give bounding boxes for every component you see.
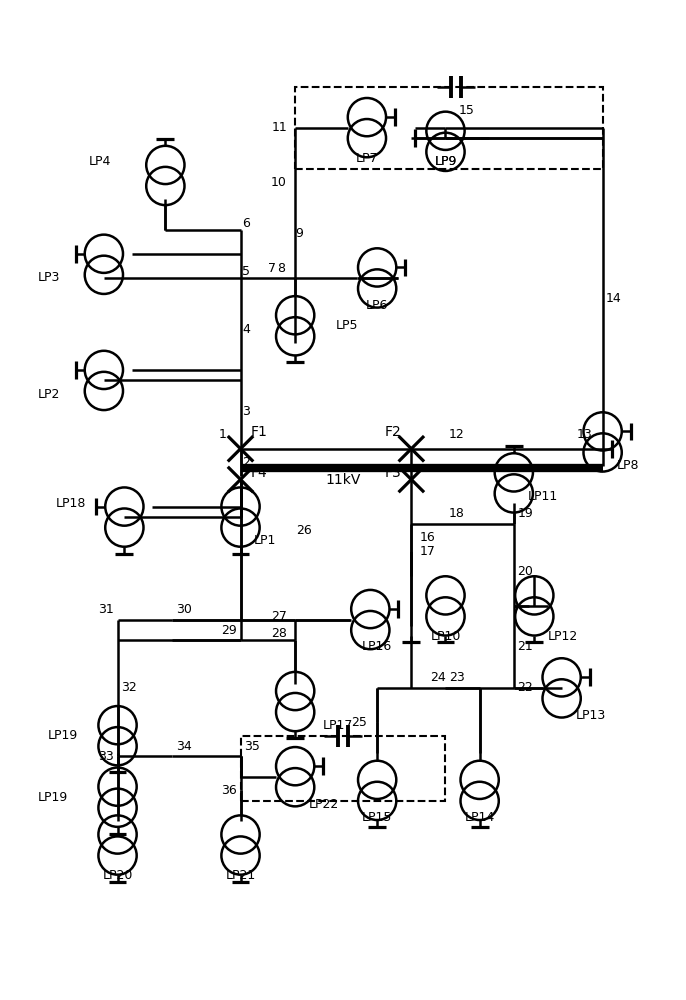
Text: 9: 9 [295,227,303,240]
Text: F2: F2 [384,425,401,439]
Text: F4: F4 [251,466,268,480]
Text: 31: 31 [98,603,114,616]
Text: LP17: LP17 [322,719,353,732]
Text: 29: 29 [222,624,237,637]
Text: 20: 20 [517,565,533,578]
Text: 33: 33 [98,750,114,763]
Text: 21: 21 [517,640,533,653]
Text: 14: 14 [606,292,622,305]
Text: LP21: LP21 [226,869,256,882]
Text: 34: 34 [176,740,191,753]
Text: LP18: LP18 [56,497,86,510]
Bar [295,87,602,169]
Text: LP13: LP13 [576,709,606,722]
Text: 11: 11 [271,121,287,134]
Text: 28: 28 [271,627,287,640]
Text: LP1: LP1 [255,534,276,547]
Text: LP7: LP7 [355,152,378,165]
Text: 32: 32 [121,681,137,694]
Text: 15: 15 [459,104,475,117]
Text: LP22: LP22 [309,798,339,811]
Text: LP8: LP8 [616,459,639,472]
Text: 19: 19 [517,507,533,520]
Text: LP4: LP4 [88,155,110,168]
Text: 30: 30 [176,603,191,616]
Text: LP5: LP5 [336,319,359,332]
Text: LP14: LP14 [464,811,495,824]
Text: 36: 36 [222,784,237,797]
Text: 2: 2 [242,456,250,469]
Text: 3: 3 [242,405,250,418]
Text: 25: 25 [351,716,367,729]
Text: LP10: LP10 [430,630,461,643]
Bar [241,736,445,801]
Text: LP9: LP9 [434,155,457,168]
Text: 35: 35 [244,740,260,753]
Text: 8: 8 [277,262,285,275]
Text: 4: 4 [242,323,250,336]
Text: LP15: LP15 [362,811,392,824]
Text: 5: 5 [242,265,250,278]
Text: 11kV: 11kV [325,473,361,487]
Text: LP19: LP19 [48,729,78,742]
Text: LP11: LP11 [528,490,558,503]
Text: LP16: LP16 [362,640,392,653]
Text: 13: 13 [577,428,593,441]
Text: F3: F3 [384,466,401,480]
Text: 1: 1 [219,428,227,441]
Text: 17: 17 [419,545,435,558]
Text: 22: 22 [517,681,533,694]
Text: 23: 23 [449,671,464,684]
Text: 12: 12 [449,428,464,441]
Text: 6: 6 [242,217,250,230]
Text: LP20: LP20 [102,869,132,882]
Text: LP12: LP12 [548,630,578,643]
Text: LP3: LP3 [38,271,60,284]
Text: 27: 27 [271,610,287,623]
Text: 26: 26 [296,524,312,537]
Text: LP19: LP19 [38,791,68,804]
Text: 10: 10 [271,176,287,189]
Text: 7: 7 [268,262,276,275]
Text: LP6: LP6 [366,299,388,312]
Text: 24: 24 [429,671,445,684]
Text: LP9: LP9 [434,155,457,168]
Text: F1: F1 [251,425,268,439]
Text: LP2: LP2 [38,388,60,401]
Text: 18: 18 [449,507,465,520]
Text: 16: 16 [419,531,435,544]
